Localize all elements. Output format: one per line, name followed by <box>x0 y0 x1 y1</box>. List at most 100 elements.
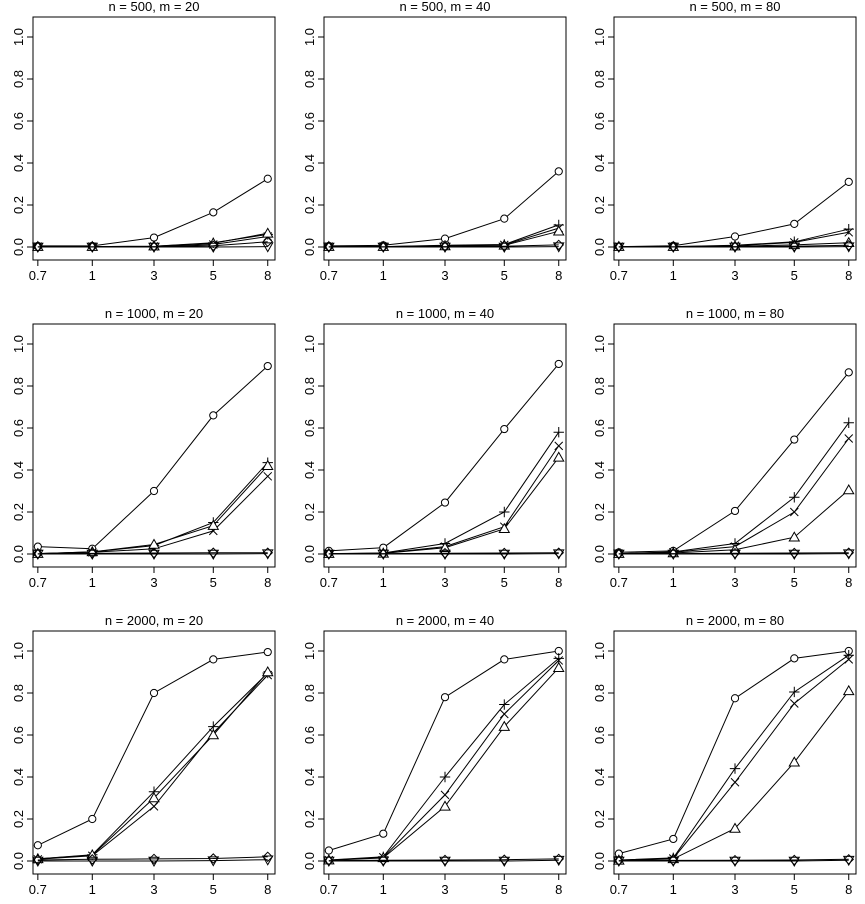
series-line <box>37 856 268 861</box>
x-tick-label: 1 <box>670 882 677 897</box>
data-point-plus <box>729 763 741 774</box>
data-point-triangle-down <box>322 549 335 561</box>
plot-frame <box>323 16 567 261</box>
x-tick-label: 8 <box>555 575 562 590</box>
data-point-plus <box>499 699 510 710</box>
panel-title: n = 500, m = 80 <box>689 0 780 14</box>
panel-8: n = 2000, m = 40 0.0 0.2 0.4 0.6 0.8 1.0 0.7 1 3 5… <box>302 613 567 897</box>
data-point-diamond <box>553 239 565 251</box>
data-point-triangle <box>552 451 565 462</box>
data-point-triangle <box>261 459 274 471</box>
y-tick-label: 0.2 <box>11 810 26 828</box>
data-point-circle <box>440 498 450 507</box>
data-point-triangle-down <box>667 856 680 868</box>
panel-3: n = 500, m = 80 0.0 0.2 0.4 0.6 0.8 1.0 0.7 1 3 5 8 <box>592 0 857 283</box>
data-point-triangle-down <box>377 549 390 561</box>
data-point-triangle-down <box>498 242 511 254</box>
data-point-diamond <box>667 855 679 866</box>
data-point-cross <box>844 227 854 237</box>
data-point-circle <box>33 841 42 850</box>
data-point-circle <box>730 232 740 241</box>
data-point-triangle <box>439 800 451 811</box>
data-point-triangle-down <box>31 549 44 561</box>
series-plus <box>323 653 564 866</box>
y-tick-label: 0.6 <box>302 112 317 130</box>
data-point-circle <box>149 486 159 496</box>
data-point-triangle-down <box>207 242 220 254</box>
series-line <box>37 651 268 846</box>
panel-4: n = 1000, m = 20 0.0 0.2 0.4 0.6 0.8 1.0 0.7 1 3 5… <box>11 306 276 590</box>
y-tick-label: 0.0 <box>592 545 607 563</box>
panel-title: n = 2000, m = 40 <box>396 613 494 628</box>
series-triangle-down <box>612 549 855 561</box>
data-point-diamond <box>262 236 274 248</box>
x-tick-label: 5 <box>791 575 798 590</box>
series-plus <box>323 427 564 559</box>
y-tick-label: 0.6 <box>11 726 26 744</box>
x-tick-label: 0.7 <box>29 268 47 283</box>
x-tick-label: 5 <box>210 882 217 897</box>
x-tick-label: 0.7 <box>610 268 628 283</box>
data-point-circle <box>790 435 799 444</box>
series-plus <box>613 417 854 559</box>
data-point-triangle <box>207 519 220 530</box>
series-line <box>618 690 850 861</box>
data-point-diamond <box>788 547 800 559</box>
panel-title: n = 500, m = 40 <box>399 0 490 14</box>
series-line <box>37 672 269 860</box>
series-cross <box>614 655 854 865</box>
panel-title: n = 1000, m = 80 <box>686 306 784 321</box>
data-point-circle <box>209 655 218 664</box>
series-circle <box>324 646 563 855</box>
data-point-triangle-down <box>31 856 44 868</box>
y-tick-label: 0.8 <box>592 684 607 702</box>
y-tick-label: 0.0 <box>302 852 317 870</box>
data-point-triangle-down <box>612 242 625 254</box>
x-tick-label: 1 <box>670 575 677 590</box>
y-tick-label: 1.0 <box>302 335 317 353</box>
data-point-triangle-down <box>439 549 451 561</box>
series-line <box>328 660 560 861</box>
y-tick-label: 0.0 <box>11 238 26 256</box>
data-point-triangle-down <box>667 549 680 561</box>
x-tick-label: 0.7 <box>320 575 338 590</box>
y-tick-label: 1.0 <box>592 28 607 46</box>
series-circle <box>614 368 853 557</box>
series-triangle-down <box>322 242 565 254</box>
plot-frame <box>613 16 857 261</box>
x-tick-label: 8 <box>555 882 562 897</box>
data-point-diamond <box>843 547 855 559</box>
series-triangle <box>612 483 855 558</box>
x-tick-label: 5 <box>501 268 508 283</box>
data-point-circle <box>263 647 272 657</box>
data-point-triangle <box>552 225 565 236</box>
series-line <box>328 859 559 862</box>
data-point-circle <box>149 233 159 242</box>
panel-5: n = 1000, m = 40 0.0 0.2 0.4 0.6 0.8 1.0 0.7 1 3 5… <box>302 306 567 590</box>
plot-frame <box>323 630 567 875</box>
y-tick-label: 0.4 <box>592 768 607 786</box>
y-tick-label: 0.4 <box>302 461 317 479</box>
x-tick-label: 5 <box>210 268 217 283</box>
data-point-triangle-down <box>31 242 44 254</box>
data-point-cross <box>789 699 799 708</box>
data-point-circle <box>554 167 563 176</box>
data-point-triangle-down <box>667 242 680 254</box>
series-line <box>328 431 560 555</box>
data-point-triangle-down <box>148 549 160 561</box>
data-point-triangle-down <box>842 242 855 253</box>
series-diamond <box>32 851 274 866</box>
data-point-cross <box>554 441 564 451</box>
data-point-triangle-down <box>498 856 511 868</box>
data-point-triangle <box>788 531 801 542</box>
x-tick-label: 0.7 <box>320 268 338 283</box>
y-tick-label: 0.8 <box>11 684 26 702</box>
data-point-circle <box>730 506 740 516</box>
x-tick-label: 1 <box>380 575 387 590</box>
data-point-triangle-down <box>207 549 220 561</box>
data-point-triangle <box>207 728 220 740</box>
x-tick-label: 3 <box>441 575 448 590</box>
data-point-triangle-down <box>148 856 160 868</box>
data-point-circle <box>669 834 678 844</box>
